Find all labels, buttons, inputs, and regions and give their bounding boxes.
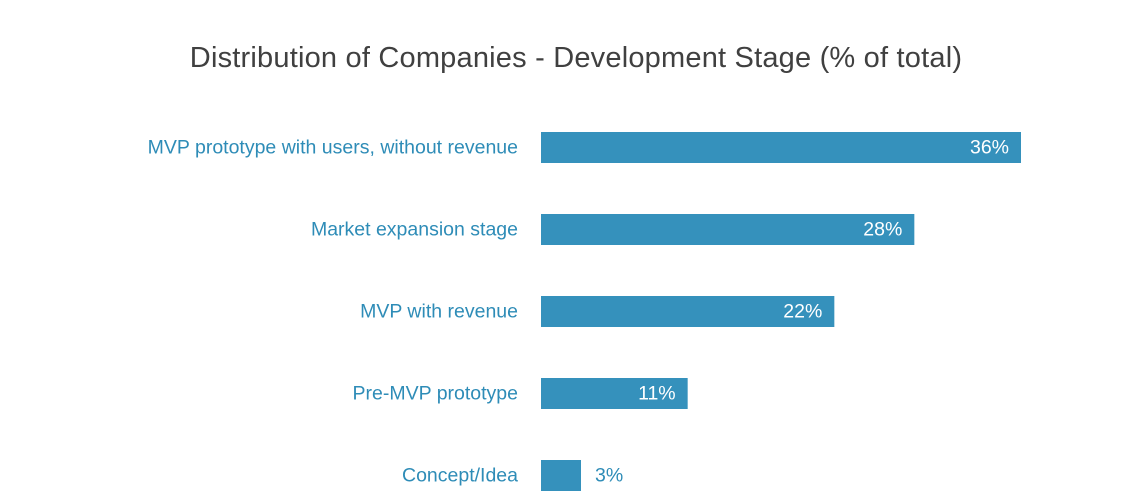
category-label: Pre-MVP prototype: [353, 383, 518, 405]
category-label: Market expansion stage: [311, 219, 518, 241]
chart-title: Distribution of Companies - Development …: [189, 42, 963, 74]
category-label: MVP with revenue: [360, 301, 518, 323]
bar: [541, 296, 835, 327]
data-label: 36%: [970, 137, 1009, 159]
bar: [541, 132, 1021, 163]
bar: [541, 460, 581, 491]
category-label: MVP prototype with users, without revenu…: [148, 137, 518, 159]
bar: [541, 378, 688, 409]
data-label: 28%: [863, 219, 902, 241]
bars-layer: MVP prototype with users, without revenu…: [148, 132, 1021, 491]
data-label: 11%: [638, 383, 676, 405]
data-label: 3%: [595, 465, 623, 487]
category-label: Concept/Idea: [402, 465, 518, 487]
bar: [541, 214, 915, 245]
data-label: 22%: [783, 301, 822, 323]
